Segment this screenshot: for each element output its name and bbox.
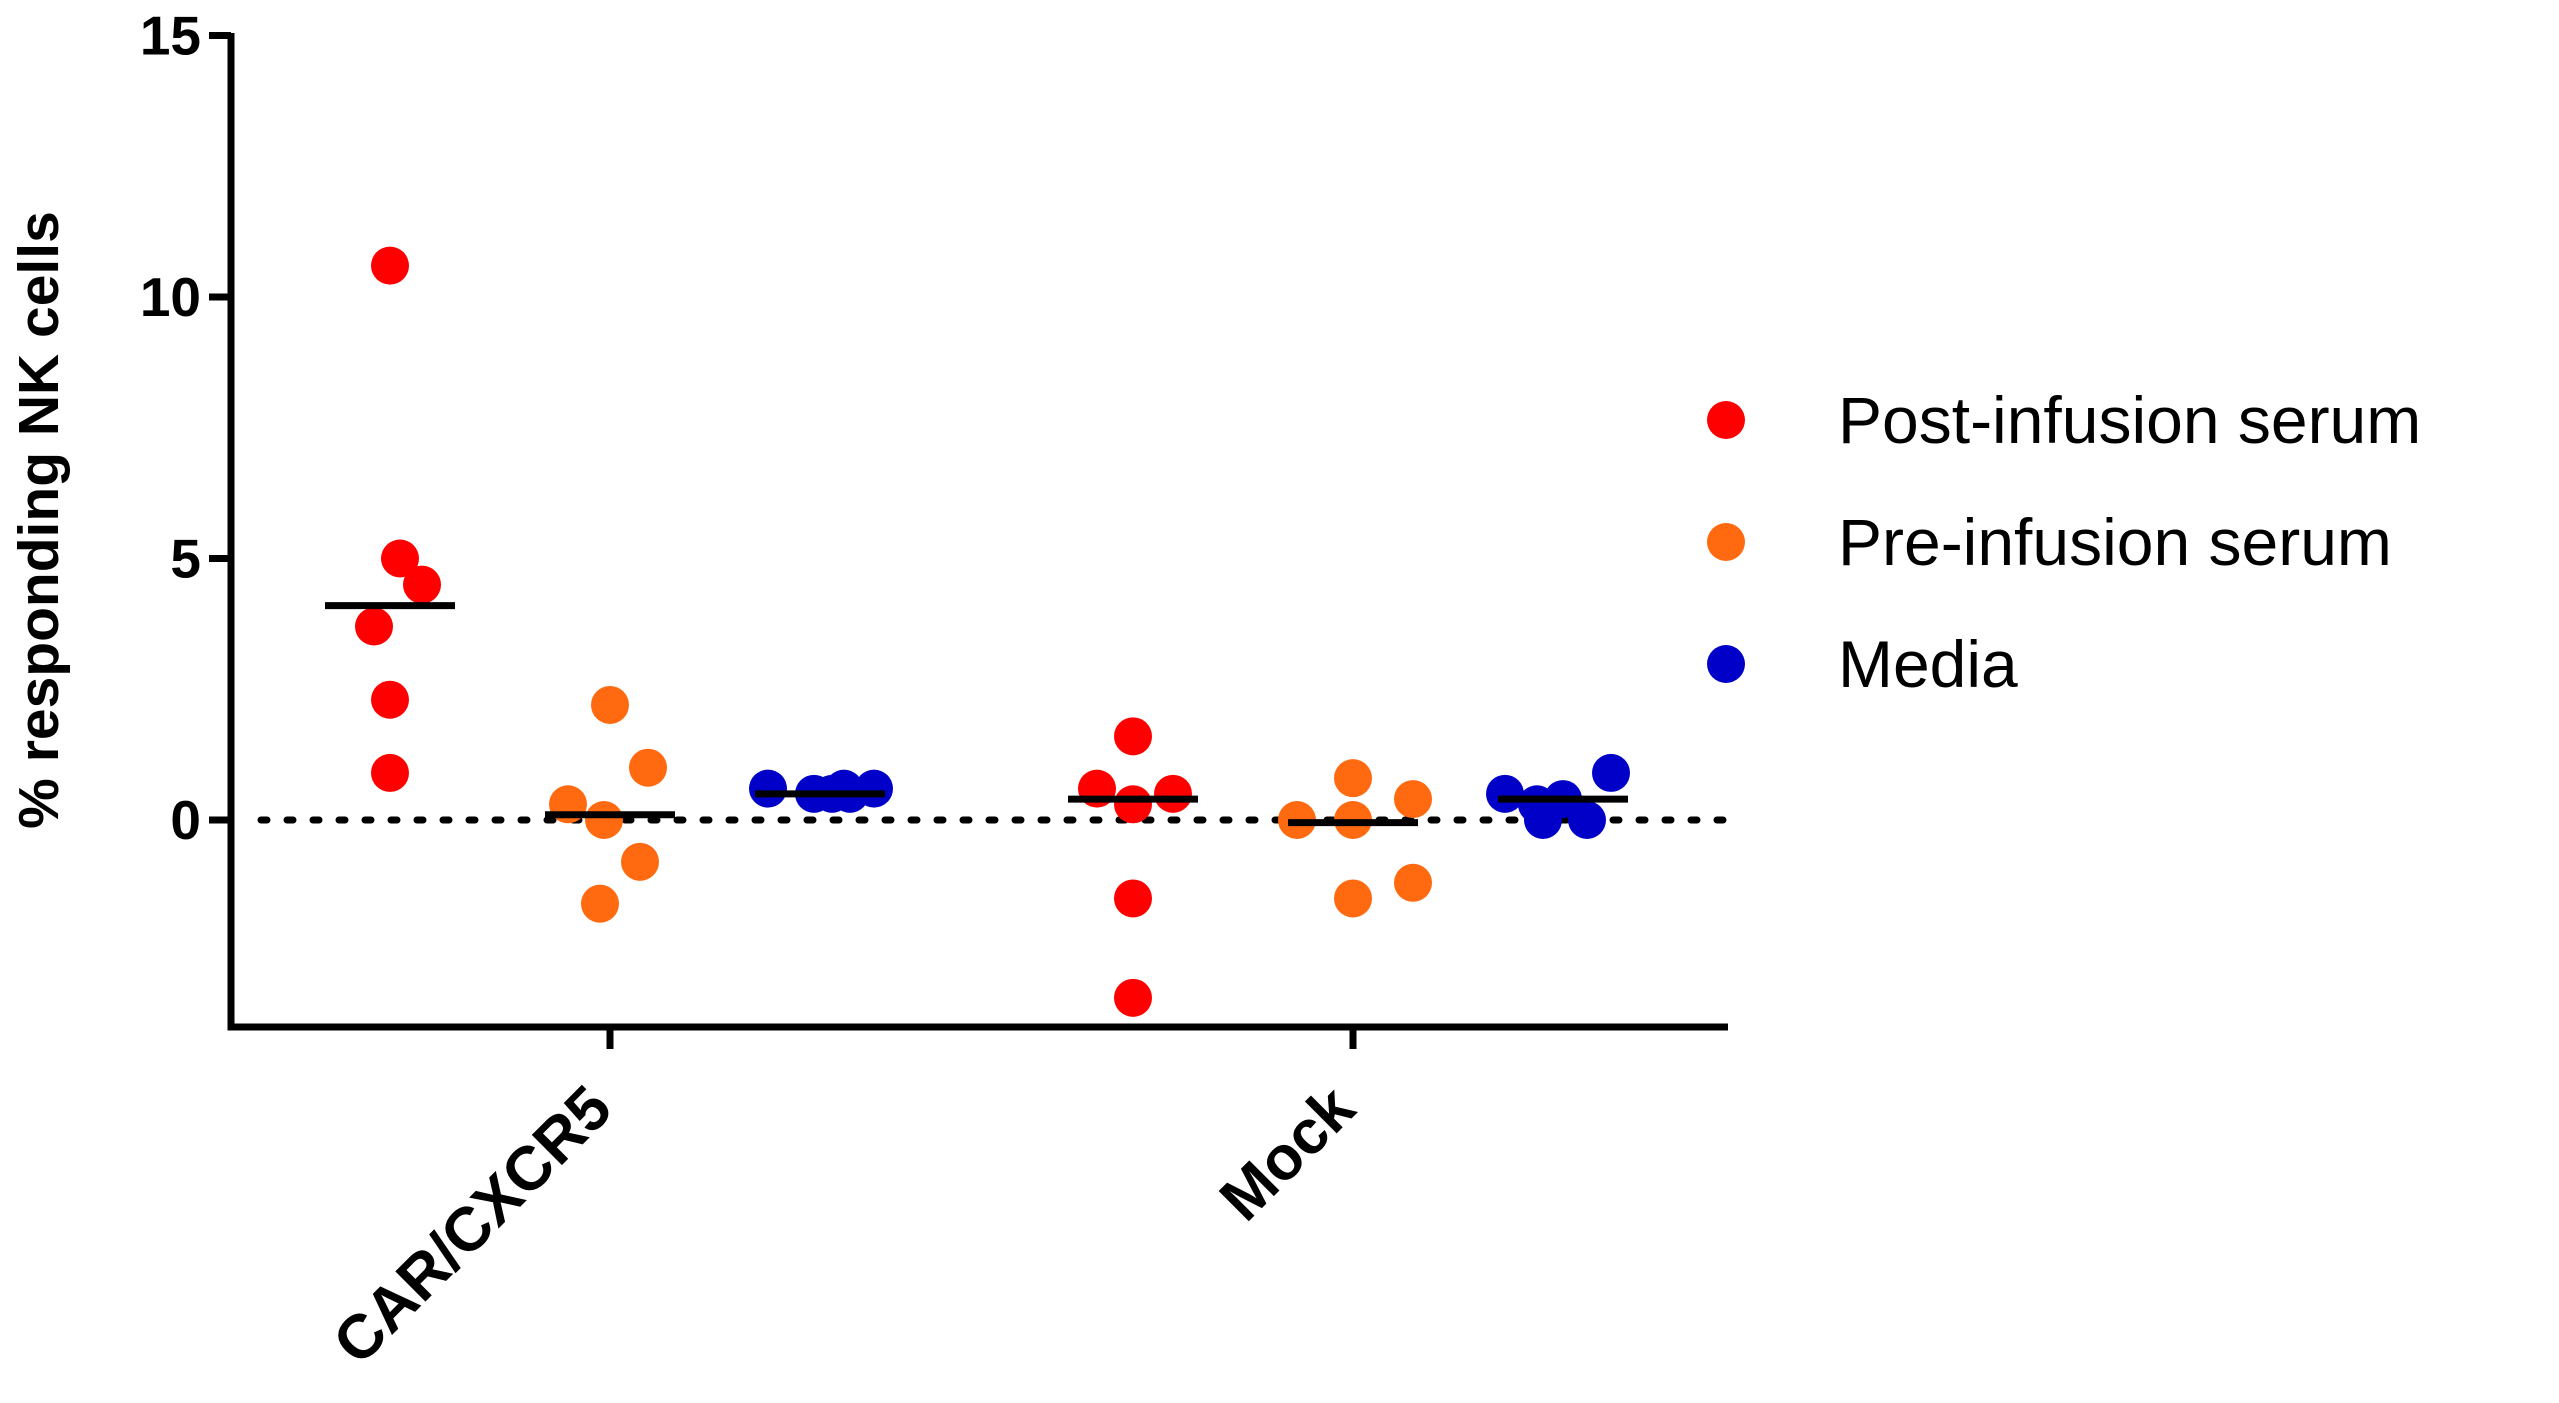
data-point (825, 769, 863, 808)
legend: Post-infusion serum Pre-infusion serum Med… (1707, 383, 2421, 701)
data-point (1592, 753, 1630, 792)
y-tick-label: 0 (170, 789, 201, 851)
data-point (1394, 780, 1432, 819)
y-ticks: 0 5 10 15 (140, 5, 231, 851)
data-point (371, 680, 409, 719)
data-point (1114, 978, 1152, 1017)
y-tick-label: 5 (170, 528, 201, 590)
data-point (591, 685, 629, 724)
data-point (371, 246, 409, 285)
data-points (355, 246, 1630, 1017)
axes (227, 33, 1728, 1031)
legend-label: Pre-infusion serum (1838, 505, 2392, 579)
legend-marker (1707, 523, 1745, 561)
data-point (621, 842, 659, 881)
data-point (749, 769, 787, 808)
legend-label: Post-infusion serum (1838, 383, 2421, 457)
data-point (381, 539, 419, 578)
data-point (1486, 774, 1524, 813)
legend-label: Media (1838, 627, 2018, 701)
data-point (355, 607, 393, 646)
legend-marker (1707, 645, 1745, 683)
data-point (1114, 879, 1152, 918)
data-point (581, 884, 619, 923)
data-point (585, 801, 623, 839)
data-point (1394, 863, 1432, 902)
data-point (629, 748, 667, 787)
data-point (403, 565, 441, 604)
y-tick-label: 10 (140, 266, 201, 328)
data-point (1334, 759, 1372, 798)
data-point (371, 753, 409, 792)
data-point (1334, 879, 1372, 918)
data-point (1154, 774, 1192, 813)
data-point (1114, 785, 1152, 824)
category-label: CAR/CXCR5 (320, 1073, 625, 1378)
category-labels: CAR/CXCR5 Mock (320, 1027, 1368, 1378)
y-axis-label: % responding NK cells (7, 211, 71, 829)
y-tick-label: 15 (140, 5, 201, 67)
median-lines (325, 602, 1628, 827)
data-point (855, 769, 893, 808)
legend-marker (1707, 401, 1745, 439)
category-label: Mock (1207, 1073, 1368, 1234)
data-point (1114, 717, 1152, 756)
